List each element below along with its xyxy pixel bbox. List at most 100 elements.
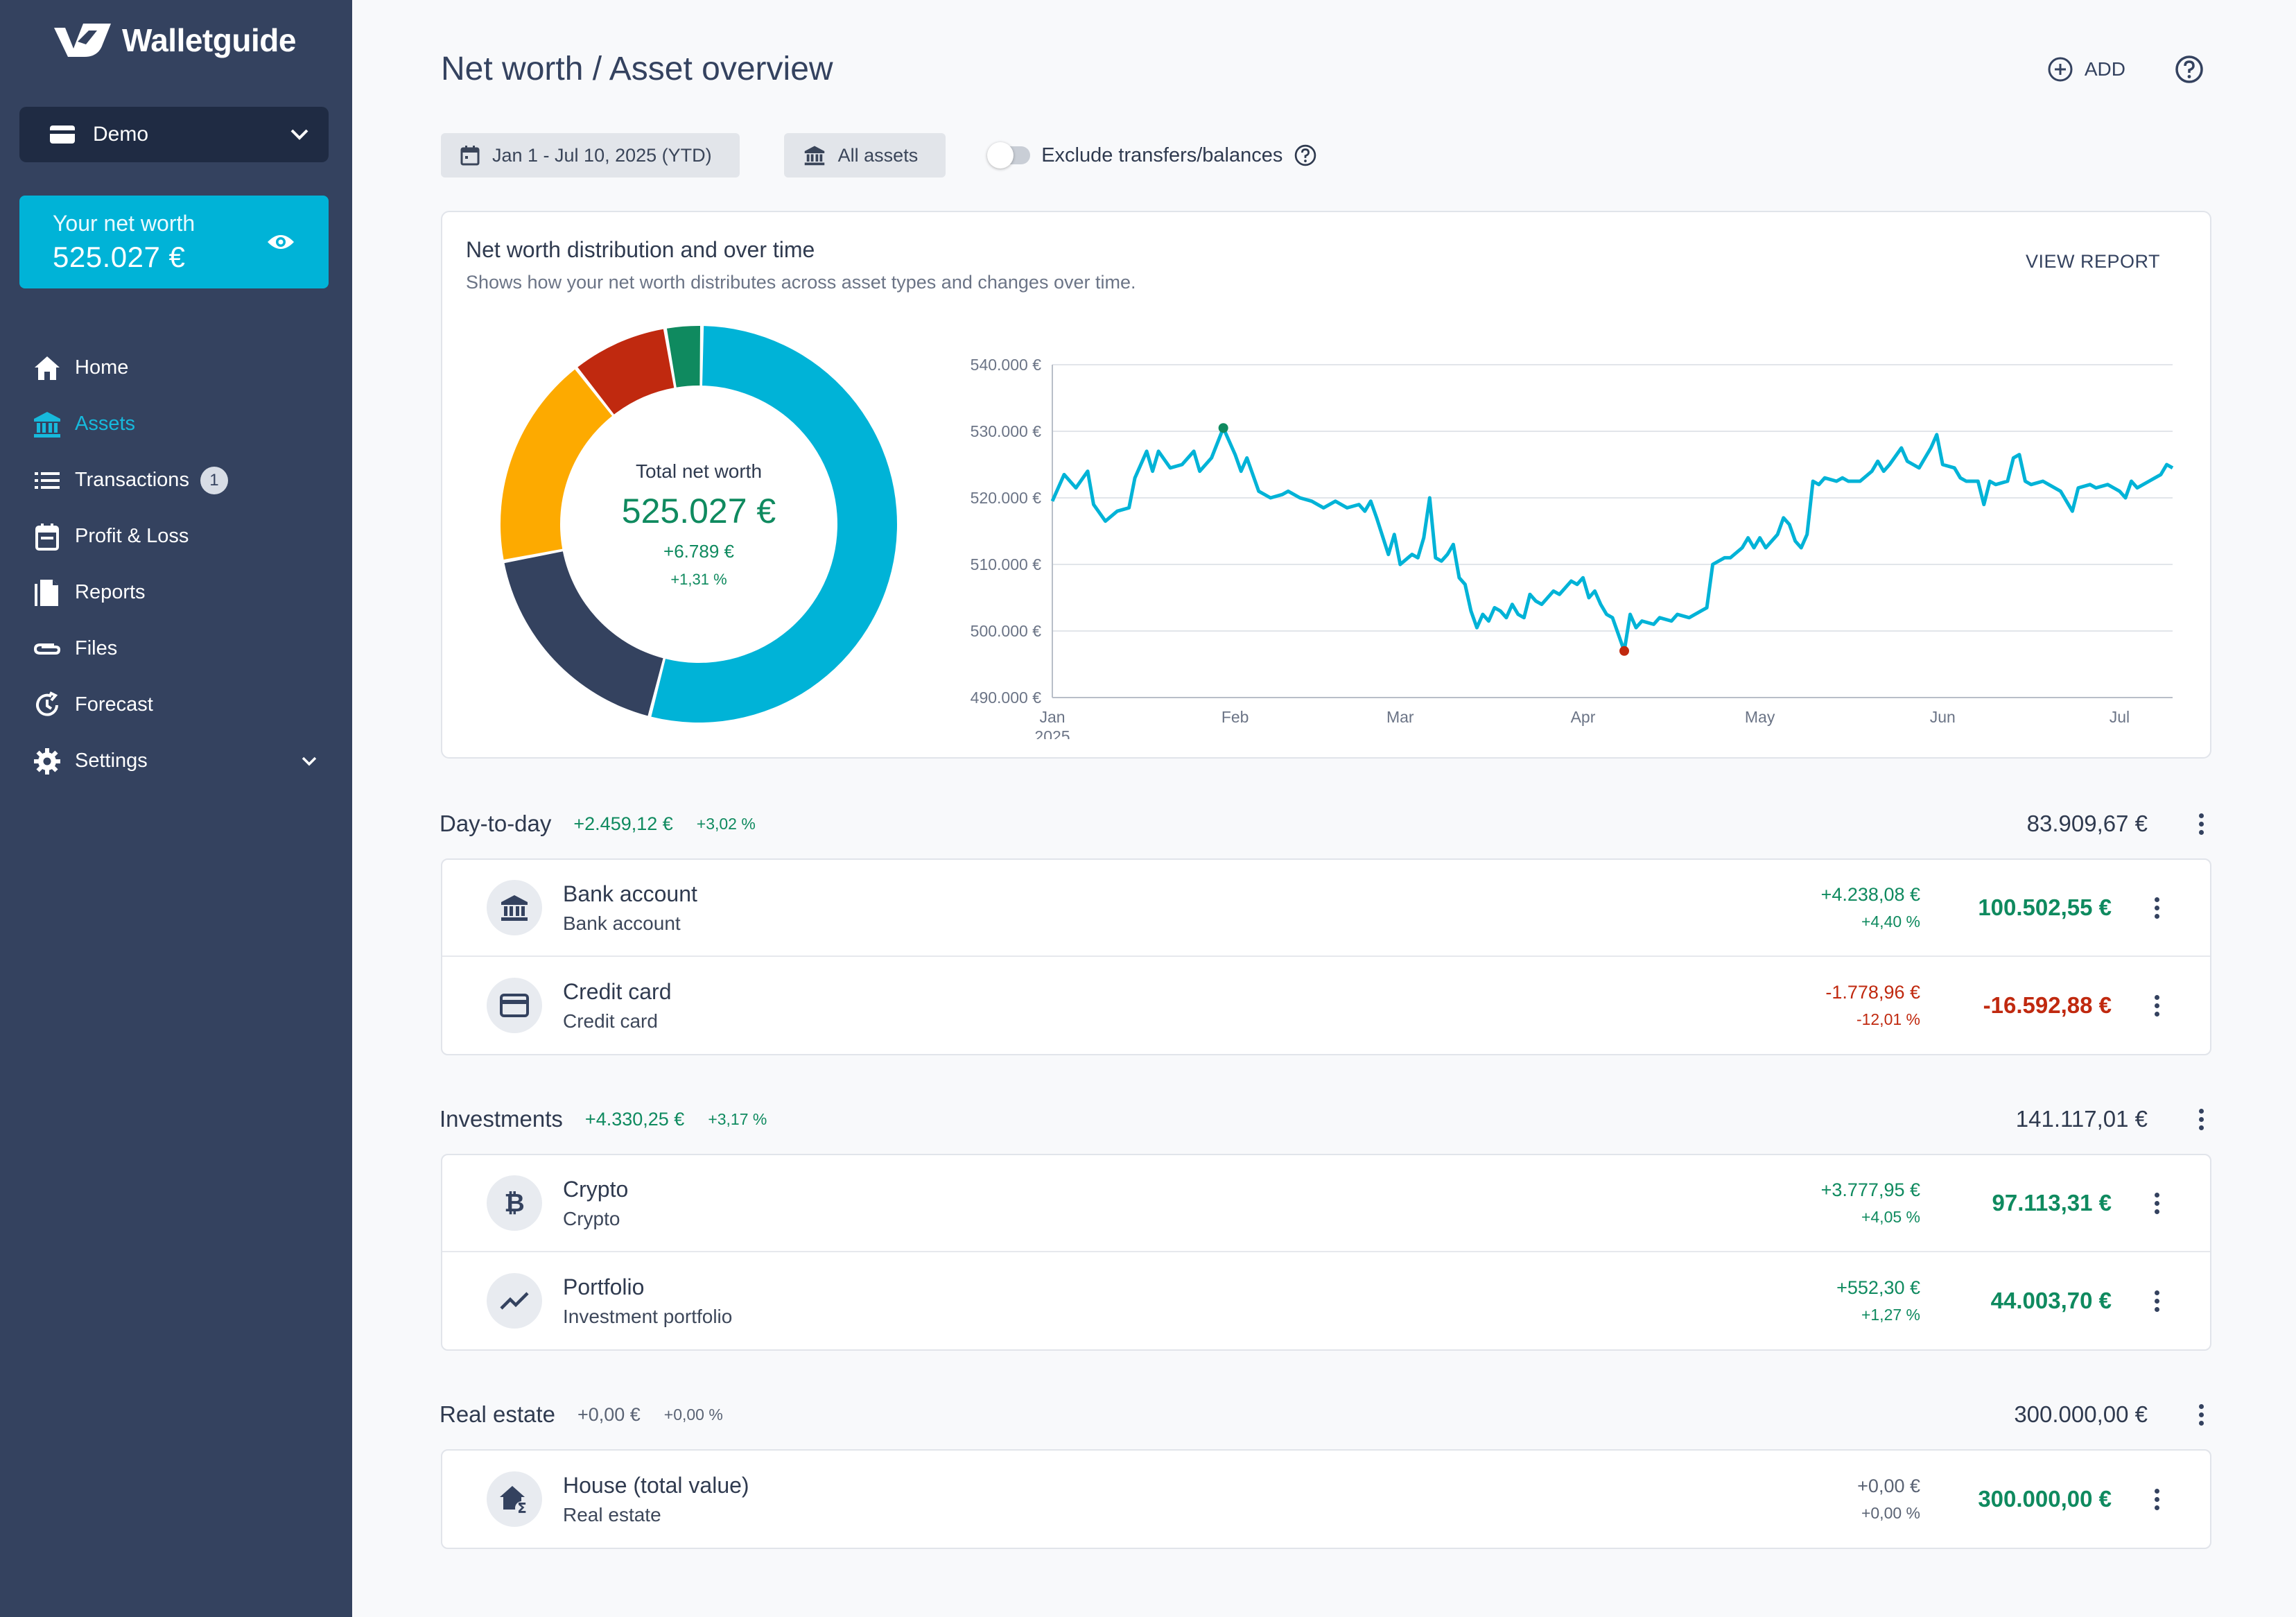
asset-subtitle: Bank account — [563, 912, 681, 934]
donut-slice-3[interactable] — [577, 329, 675, 415]
calendar-icon — [460, 146, 480, 166]
asset-subtitle: Credit card — [563, 1010, 658, 1032]
paperclip-icon — [32, 634, 62, 664]
networth-series-line — [1050, 426, 2174, 653]
bank-icon — [32, 409, 62, 440]
assets-filter-label: All assets — [837, 144, 919, 166]
group-change: +4.330,25 € — [584, 1108, 685, 1130]
asset-change: -1.778,96 € — [1825, 982, 1920, 1003]
document-icon — [32, 578, 62, 608]
more-icon[interactable] — [2146, 1488, 2167, 1510]
exclude-transfers-label: Exclude transfers/balances — [1041, 144, 1283, 166]
nav-item-home[interactable]: Home — [0, 340, 352, 396]
donut-slice-2[interactable] — [501, 369, 613, 560]
nav-item-assets[interactable]: Assets — [0, 396, 352, 452]
transactions-count-badge: 1 — [200, 466, 228, 494]
group-change-pct: +0,00 % — [663, 1405, 723, 1424]
nav-item-settings[interactable]: Settings — [0, 733, 352, 789]
x-tick-label: Mar — [1386, 708, 1414, 726]
donut-slice-0[interactable] — [651, 326, 897, 723]
more-icon[interactable] — [2146, 994, 2167, 1017]
group-total: 141.117,01 € — [2015, 1106, 2148, 1132]
chart-card-title: Net worth distribution and over time — [466, 237, 815, 262]
asset-value: -16.592,88 € — [1983, 992, 2112, 1018]
asset-title: Portfolio — [563, 1274, 645, 1299]
nav-item-profit-loss[interactable]: Profit & Loss — [0, 508, 352, 564]
networth-chart-card: Net worth distribution and over time Sho… — [441, 211, 2211, 759]
asset-change-pct: -12,01 % — [1856, 1010, 1920, 1028]
add-button[interactable]: ADD — [2047, 56, 2125, 83]
more-icon[interactable] — [2146, 1290, 2167, 1312]
date-range-filter[interactable]: Jan 1 - Jul 10, 2025 (YTD) — [441, 133, 740, 178]
assets-filter[interactable]: All assets — [783, 133, 946, 178]
bitcoin-icon: ₿ — [487, 1175, 542, 1231]
x-tick-label: Feb — [1221, 708, 1249, 726]
asset-change-pct: +1,27 % — [1861, 1306, 1920, 1324]
nav-label-assets: Assets — [75, 413, 136, 435]
more-icon[interactable] — [2191, 1108, 2211, 1130]
house-sum-icon: Σ — [487, 1471, 542, 1527]
asset-value: 97.113,31 € — [1992, 1190, 2112, 1216]
asset-change: +0,00 € — [1857, 1476, 1920, 1496]
walletguide-logo-icon — [54, 24, 111, 57]
home-icon — [32, 353, 62, 383]
exclude-transfers-toggle[interactable] — [987, 142, 1031, 168]
svg-text:₿: ₿ — [504, 1189, 524, 1217]
help-icon[interactable] — [1294, 144, 1317, 167]
asset-change: +3.777,95 € — [1820, 1179, 1920, 1200]
more-icon[interactable] — [2191, 813, 2211, 835]
help-icon[interactable] — [2174, 54, 2204, 85]
nav-item-forecast[interactable]: Forecast — [0, 677, 352, 733]
asset-change-pct: +4,40 % — [1861, 913, 1920, 931]
x-tick-label: Jun — [1930, 708, 1956, 726]
group-change: +0,00 € — [577, 1403, 641, 1425]
nav-label-files: Files — [75, 637, 118, 659]
group-name: Investments — [440, 1106, 563, 1132]
asset-row[interactable]: Bank account Bank account +4.238,08 € +4,40… — [442, 860, 2210, 957]
nav-item-reports[interactable]: Reports — [0, 564, 352, 621]
more-icon[interactable] — [2146, 897, 2167, 919]
account-name: Demo — [93, 123, 149, 146]
chevron-down-icon — [290, 129, 308, 140]
nav-item-files[interactable]: Files — [0, 621, 352, 677]
asset-subtitle: Investment portfolio — [563, 1305, 733, 1327]
asset-row[interactable]: Portfolio Investment portfolio +552,30 € +1… — [442, 1252, 2210, 1349]
y-tick-label: 520.000 € — [971, 489, 1042, 507]
y-tick-label: 530.000 € — [971, 422, 1042, 440]
sidebar: Walletguide Demo Your net worth 525.027 … — [0, 0, 352, 1617]
asset-change-pct: +0,00 % — [1861, 1504, 1920, 1522]
donut-center-label: Total net worth — [635, 460, 763, 482]
nav-label-transactions: Transactions — [75, 469, 189, 491]
more-icon[interactable] — [2146, 1192, 2167, 1214]
list-icon — [32, 465, 62, 496]
asset-group-card: ₿ Crypto Crypto +3.777,95 € +4,05 % 97.113,31… — [441, 1154, 2211, 1351]
more-icon[interactable] — [2191, 1403, 2211, 1426]
svg-text:Σ: Σ — [517, 1500, 527, 1515]
asset-row[interactable]: ₿ Crypto Crypto +3.777,95 € +4,05 % 97.113,31… — [442, 1155, 2210, 1252]
asset-subtitle: Crypto — [563, 1207, 620, 1229]
account-selector[interactable]: Demo — [19, 107, 329, 162]
asset-row[interactable]: Credit card Credit card -1.778,96 € -12,01 … — [442, 957, 2210, 1054]
nav-item-transactions[interactable]: Transactions 1 — [0, 452, 352, 508]
donut-slice-4[interactable] — [666, 326, 701, 388]
donut-slice-1[interactable] — [504, 551, 663, 716]
app-logo[interactable]: Walletguide — [53, 19, 296, 61]
asset-group-card: Bank account Bank account +4.238,08 € +4,40… — [441, 858, 2211, 1055]
asset-change: +552,30 € — [1836, 1277, 1920, 1298]
app-name: Walletguide — [122, 22, 296, 58]
asset-row[interactable]: Σ House (total value) Real estate +0,00 € +0… — [442, 1451, 2210, 1548]
asset-subtitle: Real estate — [563, 1503, 661, 1525]
asset-title: Bank account — [563, 881, 697, 906]
view-report-button[interactable]: VIEW REPORT — [2025, 251, 2160, 272]
asset-value: 44.003,70 € — [1990, 1288, 2112, 1313]
networth-value: 525.027 € — [53, 240, 186, 273]
group-change-pct: +3,02 % — [696, 814, 756, 833]
eye-icon[interactable] — [266, 232, 295, 252]
min-point-marker — [1619, 646, 1630, 656]
nav-label-profit-loss: Profit & Loss — [75, 525, 189, 547]
asset-change: +4.238,08 € — [1820, 884, 1920, 905]
asset-title: Crypto — [563, 1176, 629, 1202]
wallet-icon — [50, 126, 75, 144]
gear-icon — [32, 746, 62, 777]
x-tick-label: Jan — [1039, 708, 1065, 726]
